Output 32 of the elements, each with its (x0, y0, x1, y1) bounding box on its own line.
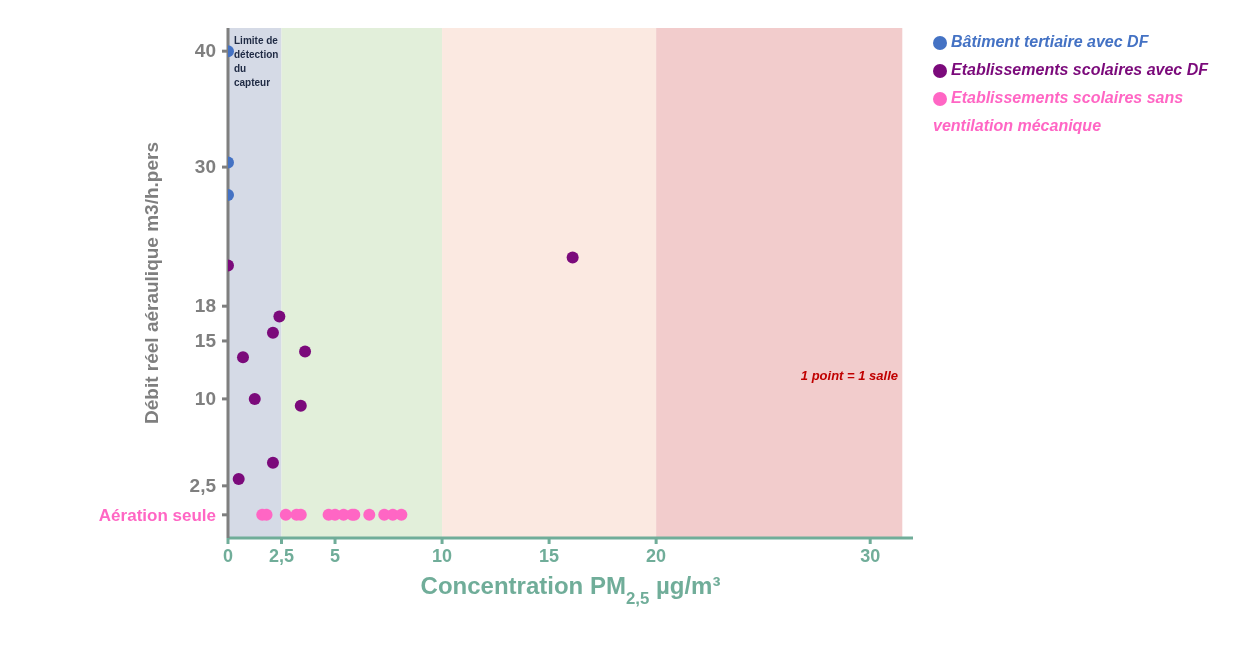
y-tick-label: Aération seule (98, 505, 216, 525)
legend-label: Bâtiment tertiaire avec DF (951, 33, 1149, 50)
y-axis-title: Débit réel aéraulique m3/h.pers (141, 142, 162, 424)
x-tick-label: 30 (860, 546, 881, 566)
point (279, 508, 292, 521)
x-tick-label: 0 (222, 546, 234, 566)
x-tick-label: 5 (330, 546, 341, 566)
point (266, 326, 279, 339)
legend-label: Etablissements scolaires avec DF (951, 61, 1209, 78)
y-tick-label: 10 (194, 387, 216, 409)
point (232, 472, 245, 485)
x-axis-title: Concentration PM$_{2,5}$ µg/m³ (420, 572, 721, 608)
point (363, 508, 376, 521)
point (236, 351, 249, 364)
point (248, 392, 261, 405)
y-tick-label: 30 (194, 156, 216, 178)
point (273, 310, 286, 323)
x-tick-label: 2,5 (269, 546, 295, 566)
y-tick-label: 18 (194, 295, 216, 317)
x-tick-label: 15 (539, 546, 560, 566)
annotation: 1 point = 1 salle (800, 368, 898, 383)
band-label: Limite de détection du capteur (234, 35, 279, 88)
x-tick-label: 20 (646, 546, 667, 566)
point (566, 251, 579, 264)
y-tick-label: 40 (194, 40, 216, 62)
point (294, 399, 307, 412)
y-tick-label: 2,5 (189, 474, 217, 496)
point (299, 345, 312, 358)
y-tick-label: 15 (194, 329, 217, 351)
point (266, 456, 279, 469)
x-tick-label: 10 (432, 546, 453, 566)
legend-label: Etablissements scolaires sans ventilation mécanique (933, 89, 1184, 134)
